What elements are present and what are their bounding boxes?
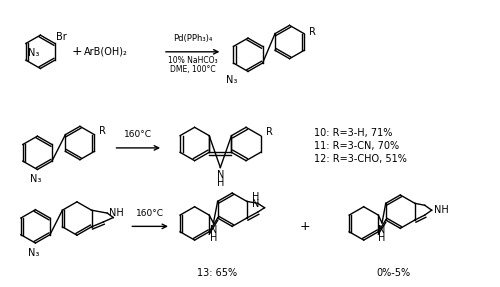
- Text: 160°C: 160°C: [124, 130, 152, 139]
- Text: 10% NaHCO₃: 10% NaHCO₃: [168, 56, 218, 65]
- Text: R: R: [266, 127, 272, 137]
- Text: NH: NH: [110, 208, 124, 218]
- Text: H: H: [216, 178, 224, 188]
- Text: N₃: N₃: [28, 248, 39, 258]
- Text: H: H: [210, 233, 217, 243]
- Text: N₃: N₃: [226, 75, 237, 85]
- Text: 0%-5%: 0%-5%: [376, 267, 410, 278]
- Text: N₃: N₃: [28, 49, 39, 58]
- Text: NH: NH: [434, 205, 448, 215]
- Text: Br: Br: [56, 32, 66, 42]
- Text: R: R: [98, 126, 105, 136]
- Text: N: N: [378, 225, 386, 235]
- Text: +: +: [72, 45, 83, 58]
- Text: N: N: [252, 199, 260, 209]
- Text: +: +: [300, 220, 310, 233]
- Text: N₃: N₃: [30, 174, 41, 184]
- Text: N: N: [210, 225, 217, 235]
- Text: 11: R=3-CN, 70%: 11: R=3-CN, 70%: [314, 141, 400, 151]
- Text: Pd(PPh₃)₄: Pd(PPh₃)₄: [173, 34, 212, 43]
- Text: 160°C: 160°C: [136, 209, 164, 218]
- Text: 12: R=3-CHO, 51%: 12: R=3-CHO, 51%: [314, 154, 407, 164]
- Text: ArB(OH)₂: ArB(OH)₂: [84, 47, 128, 57]
- Text: H: H: [252, 192, 260, 202]
- Text: 10: R=3-H, 71%: 10: R=3-H, 71%: [314, 128, 392, 138]
- Text: N: N: [216, 170, 224, 181]
- Text: H: H: [378, 233, 386, 243]
- Text: R: R: [310, 27, 316, 37]
- Text: 13: 65%: 13: 65%: [198, 267, 237, 278]
- Text: DME, 100°C: DME, 100°C: [170, 65, 216, 73]
